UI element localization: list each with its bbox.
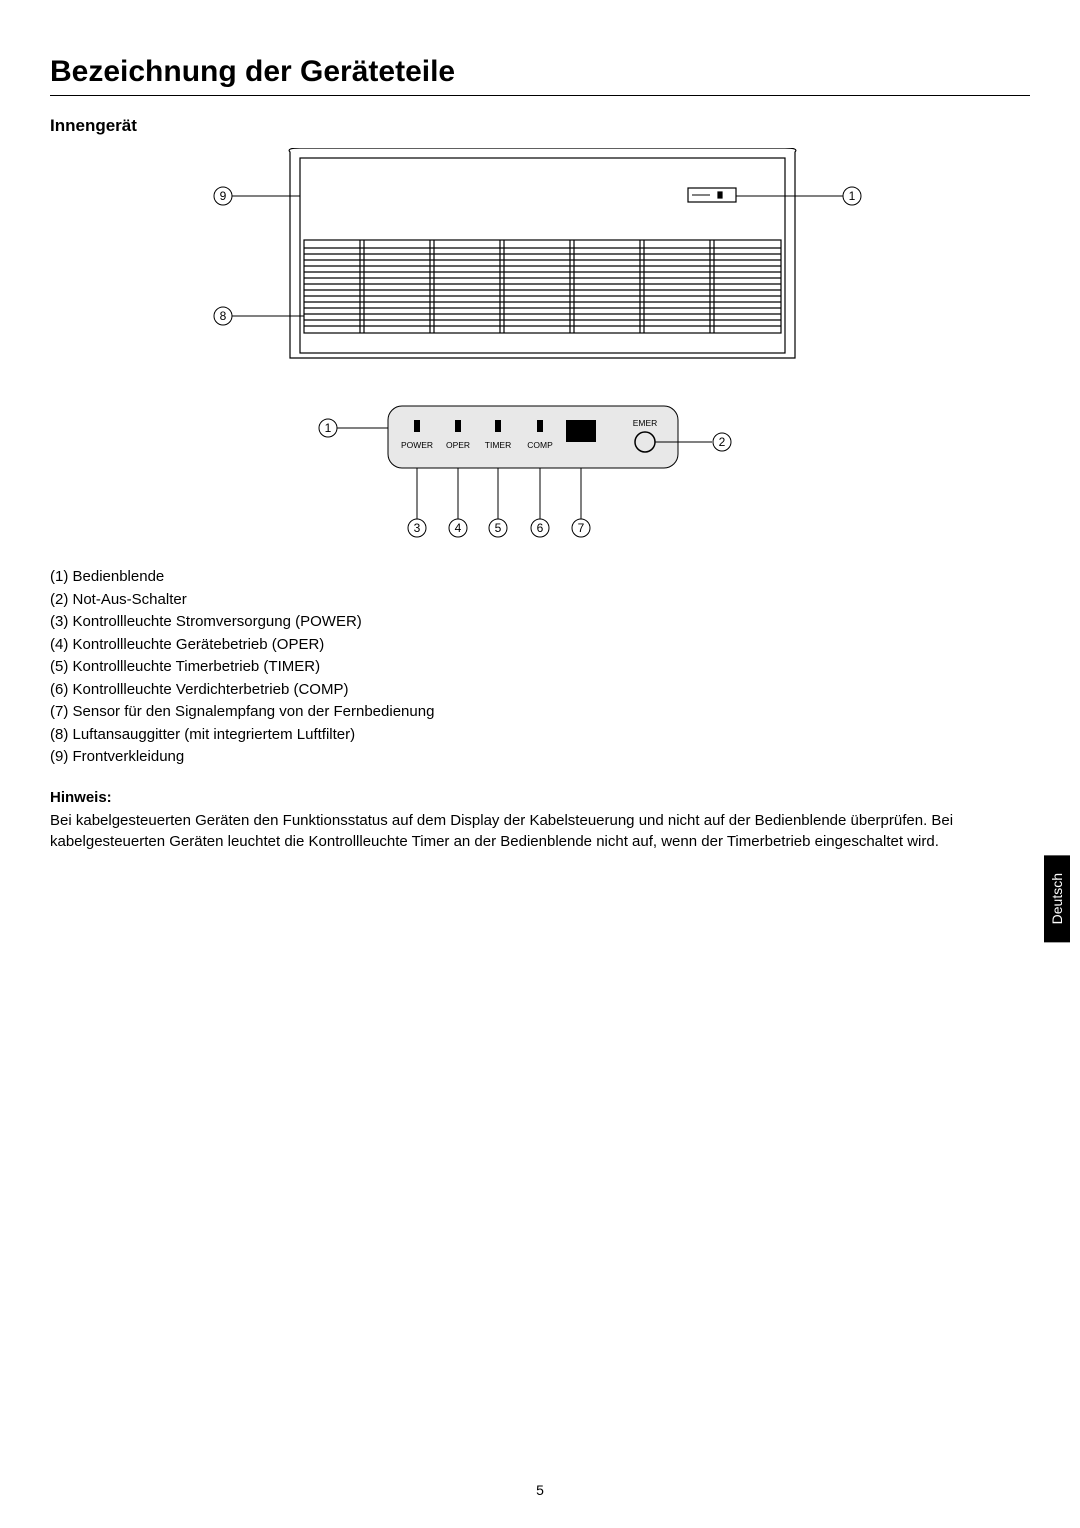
- svg-text:4: 4: [455, 521, 462, 535]
- legend-item: (9) Frontverkleidung: [50, 746, 1030, 769]
- callout-5: 5: [489, 468, 507, 537]
- callout-6: 6: [531, 468, 549, 537]
- callout-1-top: 1: [736, 187, 861, 205]
- svg-text:3: 3: [414, 521, 421, 535]
- legend-list: (1) Bedienblende (2) Not-Aus-Schalter (3…: [50, 566, 1030, 769]
- callout-9: 9: [214, 187, 300, 205]
- svg-text:1: 1: [325, 421, 332, 435]
- svg-text:2: 2: [719, 435, 726, 449]
- legend-item: (1) Bedienblende: [50, 566, 1030, 589]
- svg-text:COMP: COMP: [527, 440, 553, 450]
- svg-text:OPER: OPER: [446, 440, 470, 450]
- legend-item: (7) Sensor für den Signalempfang von der…: [50, 701, 1030, 724]
- control-panel: POWER OPER TIMER COMP EMER: [388, 406, 678, 468]
- callout-4: 4: [449, 468, 467, 537]
- language-tab: Deutsch: [1044, 855, 1070, 942]
- svg-text:5: 5: [495, 521, 502, 535]
- callout-3: 3: [408, 468, 426, 537]
- legend-item: (6) Kontrollleuchte Verdichterbetrieb (C…: [50, 679, 1030, 702]
- svg-text:EMER: EMER: [633, 418, 658, 428]
- svg-text:TIMER: TIMER: [485, 440, 511, 450]
- legend-item: (2) Not-Aus-Schalter: [50, 589, 1030, 612]
- legend-item: (3) Kontrollleuchte Stromversorgung (POW…: [50, 611, 1030, 634]
- svg-text:8: 8: [220, 309, 227, 323]
- section-heading: Innengerät: [50, 116, 1030, 136]
- svg-text:7: 7: [578, 521, 585, 535]
- svg-text:9: 9: [220, 189, 227, 203]
- svg-text:POWER: POWER: [401, 440, 433, 450]
- callout-1-left: 1: [319, 419, 388, 437]
- legend-item: (5) Kontrollleuchte Timerbetrieb (TIMER): [50, 656, 1030, 679]
- callout-7: 7: [572, 468, 590, 537]
- note-label: Hinweis:: [50, 789, 1030, 806]
- legend-item: (8) Luftansauggitter (mit integriertem L…: [50, 724, 1030, 747]
- title-rule: [50, 95, 1030, 96]
- svg-text:6: 6: [537, 521, 544, 535]
- page-title: Bezeichnung der Geräteteile: [50, 55, 1030, 89]
- svg-text:1: 1: [849, 189, 856, 203]
- legend-item: (4) Kontrollleuchte Gerätebetrieb (OPER): [50, 634, 1030, 657]
- device-diagram: 9 8 1 POWER OPER TIMER COMP: [90, 148, 990, 548]
- page-number: 5: [0, 1482, 1080, 1498]
- note-text: Bei kabelgesteuerten Geräten den Funktio…: [50, 810, 1030, 854]
